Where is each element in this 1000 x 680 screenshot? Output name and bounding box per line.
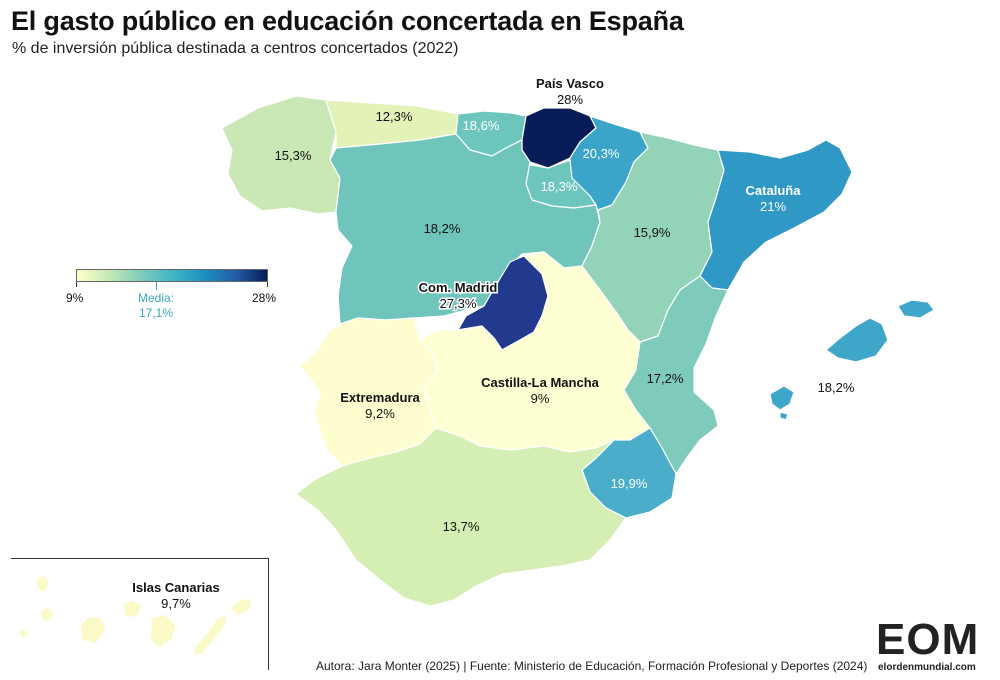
region-value-andalucia: 13,7% xyxy=(443,519,480,534)
region-name-castilla-la-mancha: Castilla-La Mancha xyxy=(481,375,600,390)
region-value-baleares: 18,2% xyxy=(818,380,855,395)
logo-url: elordenmundial.com xyxy=(878,662,976,673)
legend-mean-value: 17,1% xyxy=(138,306,174,320)
legend-color-ramp xyxy=(76,269,268,282)
region-value-murcia: 19,9% xyxy=(611,476,648,491)
region-value-cantabria: 18,6% xyxy=(463,118,500,133)
region-value-canarias: 9,7% xyxy=(161,596,191,611)
region-baleares[interactable] xyxy=(769,299,935,421)
legend-min-label: 9% xyxy=(66,291,84,305)
source-footer: Autora: Jara Monter (2025) | Fuente: Min… xyxy=(316,659,868,673)
region-name-cataluna: Cataluña xyxy=(746,183,802,198)
region-value-cataluna: 21% xyxy=(760,199,786,214)
region-value-asturias: 12,3% xyxy=(376,109,413,124)
eom-logo[interactable]: EOM elordenmundial.com xyxy=(876,618,994,676)
region-name-pais-vasco: País Vasco xyxy=(536,76,604,91)
region-value-aragon: 15,9% xyxy=(634,225,671,240)
legend-max-tick xyxy=(267,282,268,287)
region-value-pais-vasco: 28% xyxy=(557,92,583,107)
region-value-navarra: 20,3% xyxy=(583,146,620,161)
chart-title: El gasto público en educación concertada… xyxy=(11,6,684,36)
region-value-galicia: 15,3% xyxy=(275,148,312,163)
region-value-extremadura: 9,2% xyxy=(365,406,395,421)
region-cataluna[interactable] xyxy=(699,139,853,291)
region-name-madrid: Com. Madrid xyxy=(419,280,498,295)
region-valencia[interactable] xyxy=(623,275,729,475)
canarias-inset-frame xyxy=(11,558,269,670)
legend-mean-label: Media: xyxy=(137,291,175,305)
logo-letters: EOM xyxy=(876,615,980,664)
region-name-canarias: Islas Canarias xyxy=(132,580,219,595)
region-value-castilla-leon: 18,2% xyxy=(424,221,461,236)
color-legend: 9% 28% Media: 17,1% xyxy=(64,266,294,336)
legend-mean-tick xyxy=(156,282,157,290)
legend-min-tick xyxy=(76,282,77,287)
region-value-castilla-la-mancha: 9% xyxy=(531,391,550,406)
legend-mean: Media: 17,1% xyxy=(126,291,186,321)
legend-max-label: 28% xyxy=(252,291,277,305)
region-andalucia[interactable] xyxy=(295,427,627,607)
region-name-extremadura: Extremadura xyxy=(340,390,420,405)
region-value-valencia: 17,2% xyxy=(647,371,684,386)
chart-subtitle: % de inversión pública destinada a centr… xyxy=(12,40,459,57)
region-value-madrid: 27,3% xyxy=(440,296,477,311)
region-canarias[interactable] xyxy=(17,573,253,657)
region-value-la-rioja: 18,3% xyxy=(541,179,578,194)
